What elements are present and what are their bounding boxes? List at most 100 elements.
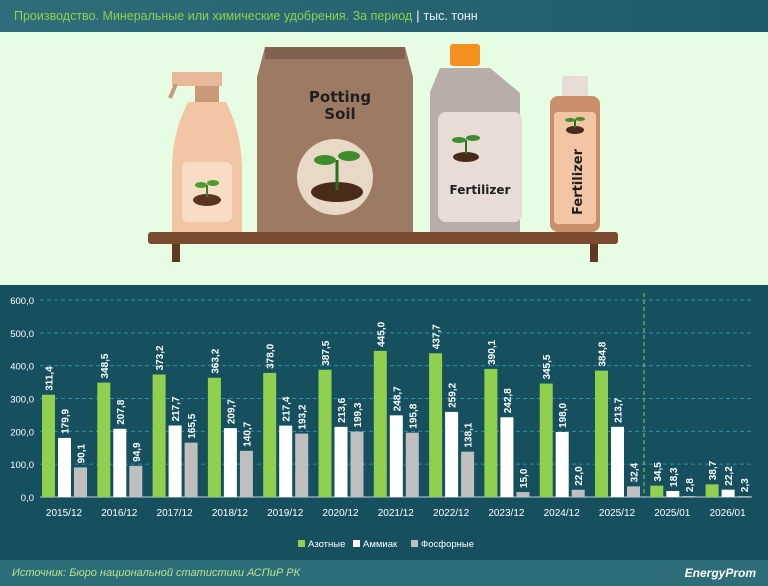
data-label: 94,9 [132,442,143,462]
bar-Фосфорные [627,486,640,497]
bar-Аммиак [389,415,403,497]
bar-Аммиак [334,426,348,497]
energyprom-logo: EnergyProm [684,566,756,580]
bar-Фосфорные [737,496,751,497]
unit-label: тыс. тонн [423,9,478,23]
jug-text: Fertilizer [450,183,511,197]
chart-title: Производство. Минеральные или химические… [14,9,413,23]
bar-Азотные [484,368,498,497]
bar-Азотные [595,370,608,497]
data-label: 34,5 [653,462,664,482]
bar-Азотные [207,377,221,497]
data-label: 138,1 [464,422,475,447]
bar-Азотные [373,350,387,497]
data-label: 195,8 [408,403,419,428]
x-tick-label: 2019/12 [267,508,304,519]
bar-Фосфорные [350,431,364,497]
bar-Аммиак [223,428,237,497]
x-tick-label: 2021/12 [378,508,415,519]
data-label: 213,6 [337,397,348,422]
bar-Фосфорные [239,450,253,497]
data-label: 387,5 [321,340,332,365]
legend-swatch [411,540,418,547]
data-label: 198,0 [558,403,569,428]
data-label: 248,7 [392,386,403,411]
bar-Фосфорные [74,467,87,497]
x-tick-label: 2026/01 [710,508,747,519]
data-label: 311,4 [45,366,56,391]
data-label: 22,0 [574,466,585,486]
title-separator: | [416,9,420,23]
data-label: 165,5 [187,413,198,438]
bar-Азотные [152,374,166,497]
bar-Аммиак [58,437,71,497]
x-tick-label: 2018/12 [212,508,249,519]
spray-bottle [168,72,242,232]
data-label: 213,7 [614,397,625,422]
y-tick-label: 200,0 [10,427,34,438]
data-label: 32,4 [630,462,641,482]
y-tick-label: 300,0 [10,395,34,406]
bar-Аммиак [445,411,459,497]
data-label: 348,5 [100,353,111,378]
bar-Фосфорные [295,433,309,497]
shelf [148,232,618,244]
x-tick-label: 2024/12 [544,508,581,519]
data-label: 140,7 [242,421,253,446]
bar-Фосфорные [461,451,475,497]
legend-label: Фосфорные [421,539,474,550]
x-tick-label: 2015/12 [46,508,83,519]
x-tick-label: 2017/12 [157,508,194,519]
data-label: 2,8 [685,478,696,492]
data-label: 384,8 [598,341,609,366]
x-tick-label: 2025/01 [654,508,691,519]
bag-text-soil: Soil [324,105,355,123]
x-tick-label: 2023/12 [488,508,525,519]
data-label: 193,2 [298,404,309,429]
data-label: 209,7 [226,399,237,424]
bar-Азотные [42,394,55,497]
legend-swatch [298,540,305,547]
footer: Источник: Бюро национальной статистики А… [0,560,768,586]
x-tick-label: 2025/12 [599,508,636,519]
data-label: 15,0 [519,468,530,488]
fertilizer-illustration: Potting Soil Fertilizer Fertilizer [0,32,768,285]
bar-Аммиак [666,490,680,497]
data-label: 390,1 [487,339,498,364]
bar-Фосфорные [184,442,198,497]
bar-Азотные [539,383,553,497]
y-tick-label: 400,0 [10,362,34,373]
bar-Фосфорные [682,496,696,497]
bar-Фосфорные [571,489,585,497]
data-label: 217,4 [282,396,293,421]
bar-Аммиак [113,428,127,497]
bar-Фосфорные [405,432,419,497]
data-label: 259,2 [448,382,459,407]
data-label: 199,3 [353,402,364,427]
y-tick-label: 600,0 [10,296,34,307]
data-label: 207,8 [116,399,127,424]
bar-chart: 0,0 100,0 200,0 300,0 400,0 500,0 600,0 2015/12… [0,285,768,560]
bar-Фосфорные [516,492,530,497]
bar-Фосфорные [129,465,143,497]
y-tick-label: 100,0 [10,460,34,471]
data-label: 179,9 [61,408,72,433]
y-tick-label: 0,0 [21,493,34,504]
data-label: 90,1 [77,444,88,464]
fertilizer-bottle: Fertilizer [550,76,600,232]
bar-Азотные [705,484,719,497]
data-label: 445,0 [376,321,387,346]
bar-Азотные [263,372,277,497]
fertilizer-jug: Fertilizer [430,44,522,232]
data-label: 2,3 [740,478,751,492]
data-label: 242,8 [503,388,514,413]
legend-label: Азотные [308,539,345,550]
source-text: Источник: Бюро национальной статистики А… [12,567,301,579]
bag-text-potting: Potting [309,88,371,106]
bar-Аммиак [500,417,514,497]
x-tick-label: 2022/12 [433,508,470,519]
bottle-text: Fertilizer [571,148,586,215]
data-label: 18,3 [669,467,680,487]
legend-label: Аммиак [363,539,398,550]
legend-swatch [353,540,360,547]
